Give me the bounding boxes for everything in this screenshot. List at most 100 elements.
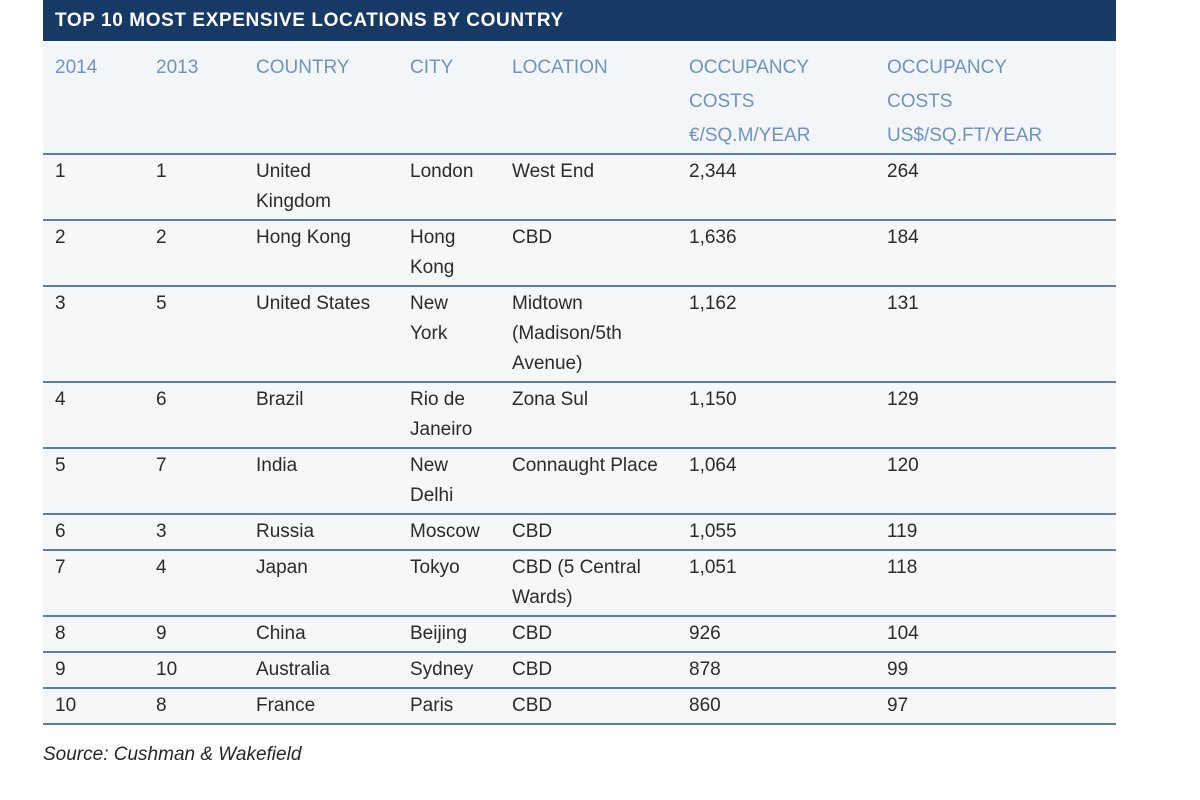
table-header-row: 2014 2013 COUNTRY CITY LOCATION OCCUPANCY COST… [43, 41, 1116, 155]
table-row: 4 6 Brazil Rio de Janeiro Zona Sul 1,150 129 [43, 382, 1116, 449]
rank-2013-cell: 5 [144, 286, 244, 383]
table-row: 1 1 United Kingdom London West End 2,344 264 [43, 154, 1116, 221]
cost-usd-cell: 184 [875, 220, 1116, 287]
rank-2013-cell: 3 [144, 514, 244, 551]
header-city-line: CITY [410, 57, 454, 78]
country-cell: United States [244, 286, 398, 383]
cost-eur-cell: 860 [677, 688, 875, 725]
header-occupancy-eur-line: COSTS [689, 91, 755, 112]
location-cell: CBD [500, 688, 677, 725]
cost-usd-cell: 118 [875, 550, 1116, 617]
country-cell: France [244, 688, 398, 725]
location-cell: CBD [500, 652, 677, 689]
location-cell: CBD (5 Central Wards) [500, 550, 677, 617]
city-cell: Rio de Janeiro [398, 382, 500, 449]
cost-eur-cell: 1,055 [677, 514, 875, 551]
cost-eur-cell: 1,636 [677, 220, 875, 287]
country-cell: Australia [244, 652, 398, 689]
country-cell: United Kingdom [244, 154, 398, 221]
rank-2013-cell: 4 [144, 550, 244, 617]
location-cell: CBD [500, 514, 677, 551]
cost-usd-cell: 119 [875, 514, 1116, 551]
header-location: LOCATION [500, 41, 677, 155]
country-cell: Brazil [244, 382, 398, 449]
rank-2014-cell: 6 [43, 514, 144, 551]
location-cell: Zona Sul [500, 382, 677, 449]
city-cell: Moscow [398, 514, 500, 551]
ranking-table-block: TOP 10 MOST EXPENSIVE LOCATIONS BY COUNT… [43, 0, 1116, 725]
table-body: 1 1 United Kingdom London West End 2,344 264 2 2… [43, 154, 1116, 725]
cost-eur-cell: 1,150 [677, 382, 875, 449]
rank-2013-cell: 6 [144, 382, 244, 449]
city-cell: Paris [398, 688, 500, 725]
rank-2014-cell: 3 [43, 286, 144, 383]
rank-2013-cell: 1 [144, 154, 244, 221]
header-country-line: COUNTRY [256, 57, 350, 78]
header-2014-line: 2014 [55, 57, 98, 78]
table-row: 10 8 France Paris CBD 860 97 [43, 688, 1116, 725]
rank-2014-cell: 8 [43, 616, 144, 653]
rank-2014-cell: 1 [43, 154, 144, 221]
city-cell: Sydney [398, 652, 500, 689]
country-cell: Russia [244, 514, 398, 551]
table-row: 7 4 Japan Tokyo CBD (5 Central Wards) 1,051 11… [43, 550, 1116, 617]
table-row: 3 5 United States New York Midtown (Madison/… [43, 286, 1116, 383]
rank-2013-cell: 7 [144, 448, 244, 515]
rank-2013-cell: 10 [144, 652, 244, 689]
table-row: 8 9 China Beijing CBD 926 104 [43, 616, 1116, 653]
locations-table: 2014 2013 COUNTRY CITY LOCATION OCCUPANCY COST… [43, 41, 1116, 725]
header-occupancy-usd-line: COSTS [887, 91, 953, 112]
rank-2013-cell: 8 [144, 688, 244, 725]
country-cell: Hong Kong [244, 220, 398, 287]
cost-usd-cell: 120 [875, 448, 1116, 515]
country-cell: China [244, 616, 398, 653]
city-cell: Hong Kong [398, 220, 500, 287]
cost-usd-cell: 99 [875, 652, 1116, 689]
table-row: 5 7 India New Delhi Connaught Place 1,064 120 [43, 448, 1116, 515]
country-cell: Japan [244, 550, 398, 617]
header-occupancy-eur-line: OCCUPANCY [689, 57, 809, 78]
cost-eur-cell: 1,051 [677, 550, 875, 617]
cost-eur-cell: 1,162 [677, 286, 875, 383]
city-cell: Beijing [398, 616, 500, 653]
city-cell: Tokyo [398, 550, 500, 617]
location-cell: West End [500, 154, 677, 221]
city-cell: New Delhi [398, 448, 500, 515]
header-2013-line: 2013 [156, 57, 199, 78]
header-occupancy-usd: OCCUPANCY COSTS US$/SQ.FT/YEAR [875, 41, 1116, 155]
location-cell: CBD [500, 220, 677, 287]
table-title: TOP 10 MOST EXPENSIVE LOCATIONS BY COUNT… [43, 0, 1116, 41]
cost-eur-cell: 926 [677, 616, 875, 653]
cost-usd-cell: 131 [875, 286, 1116, 383]
header-2013: 2013 [144, 41, 244, 155]
country-cell: India [244, 448, 398, 515]
rank-2014-cell: 2 [43, 220, 144, 287]
cost-usd-cell: 129 [875, 382, 1116, 449]
location-cell: Midtown (Madison/5th Avenue) [500, 286, 677, 383]
table-row: 2 2 Hong Kong Hong Kong CBD 1,636 184 [43, 220, 1116, 287]
cost-usd-cell: 264 [875, 154, 1116, 221]
rank-2014-cell: 4 [43, 382, 144, 449]
header-occupancy-eur: OCCUPANCY COSTS €/SQ.M/YEAR [677, 41, 875, 155]
rank-2014-cell: 9 [43, 652, 144, 689]
rank-2013-cell: 9 [144, 616, 244, 653]
header-occupancy-eur-line: €/SQ.M/YEAR [689, 125, 811, 146]
city-cell: London [398, 154, 500, 221]
table-row: 6 3 Russia Moscow CBD 1,055 119 [43, 514, 1116, 551]
cost-eur-cell: 2,344 [677, 154, 875, 221]
header-location-line: LOCATION [512, 57, 608, 78]
rank-2013-cell: 2 [144, 220, 244, 287]
header-2014: 2014 [43, 41, 144, 155]
city-cell: New York [398, 286, 500, 383]
header-occupancy-usd-line: OCCUPANCY [887, 57, 1007, 78]
header-occupancy-usd-line: US$/SQ.FT/YEAR [887, 125, 1043, 146]
location-cell: CBD [500, 616, 677, 653]
rank-2014-cell: 10 [43, 688, 144, 725]
cost-eur-cell: 1,064 [677, 448, 875, 515]
header-city: CITY [398, 41, 500, 155]
source-note: Source: Cushman & Wakefield [43, 744, 302, 765]
table-row: 9 10 Australia Sydney CBD 878 99 [43, 652, 1116, 689]
cost-usd-cell: 104 [875, 616, 1116, 653]
rank-2014-cell: 7 [43, 550, 144, 617]
cost-usd-cell: 97 [875, 688, 1116, 725]
